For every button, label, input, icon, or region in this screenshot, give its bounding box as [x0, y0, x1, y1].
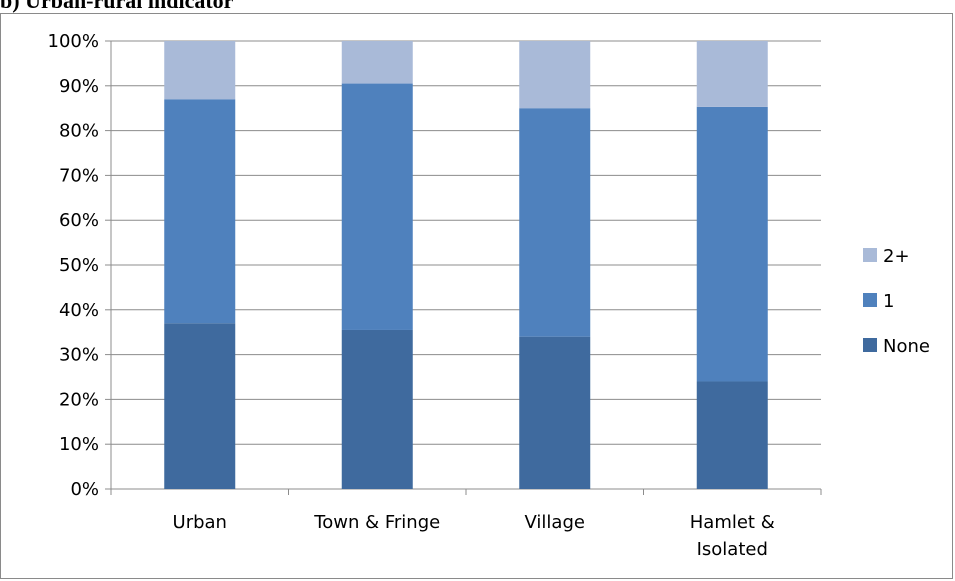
y-tick-label: 100% — [48, 31, 99, 52]
legend-swatch — [863, 293, 877, 307]
bar-segment — [696, 381, 768, 489]
legend-label: 1 — [883, 291, 894, 312]
legend-label: 2+ — [883, 246, 910, 267]
bar-segment — [696, 106, 768, 382]
chart-heading: b) Urban-rural indicator — [0, 0, 234, 13]
y-tick-label: 40% — [59, 300, 99, 321]
bar-segment — [164, 41, 236, 100]
bar-segment — [164, 99, 236, 324]
x-category-label: Town & Fringe — [313, 512, 440, 533]
y-tick-label: 30% — [59, 345, 99, 366]
bar-segment — [341, 41, 413, 84]
y-tick-label: 70% — [59, 165, 99, 186]
bar-segment — [519, 108, 591, 337]
y-tick-label: 50% — [59, 255, 99, 276]
bar-segment — [164, 323, 236, 489]
bar-segment — [341, 83, 413, 330]
bar-segment — [341, 329, 413, 489]
y-tick-label: 90% — [59, 76, 99, 97]
y-tick-label: 80% — [59, 121, 99, 142]
bar-segment — [519, 41, 591, 109]
legend-label: None — [883, 336, 930, 357]
x-category-label: Hamlet & Isolated — [690, 512, 775, 560]
chart-frame — [0, 13, 953, 579]
y-tick-label: 60% — [59, 210, 99, 231]
y-tick-label: 0% — [70, 479, 99, 500]
y-tick-label: 10% — [59, 434, 99, 455]
bar-segment — [696, 41, 768, 107]
bar-segment — [519, 336, 591, 489]
legend-swatch — [863, 338, 877, 352]
legend-swatch — [863, 248, 877, 262]
x-category-label: Village — [525, 512, 585, 533]
y-tick-label: 20% — [59, 389, 99, 410]
x-category-label: Urban — [173, 512, 227, 533]
